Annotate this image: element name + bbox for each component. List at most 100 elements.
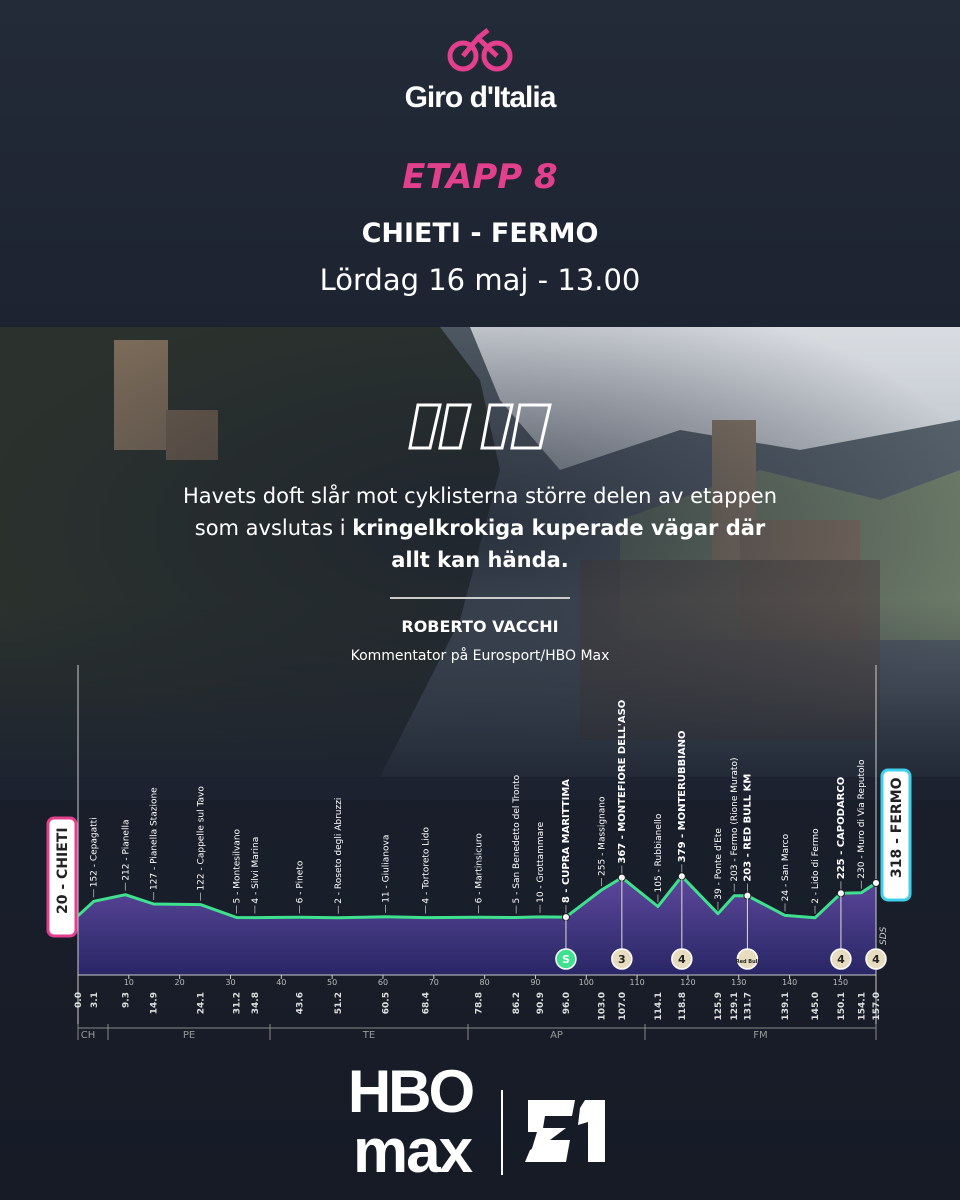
zone-label: AP: [550, 1030, 563, 1041]
zone-label: PE: [183, 1030, 195, 1041]
zone-label: CH: [81, 1030, 96, 1041]
km-label: 125.9: [714, 992, 724, 1020]
quote: Havets doft slår mot cyklisterna större …: [180, 480, 780, 576]
badge: [830, 948, 852, 970]
quote-role: Kommentator på Eurosport/HBO Max: [351, 647, 610, 664]
giro-logo-icon: [447, 28, 513, 72]
waypoint-label: 5 - Montesilvano: [233, 828, 243, 903]
badge: [736, 948, 759, 970]
km-label: 9.3: [121, 992, 131, 1008]
date: Lördag 16 maj - 13.00: [320, 263, 641, 297]
km-label: 118.8: [678, 992, 688, 1020]
zone-label: TE: [362, 1030, 375, 1041]
logo-text: Giro d'Italia: [405, 81, 557, 114]
km-label: 34.8: [251, 992, 261, 1014]
x-tick-label: 50: [327, 978, 337, 987]
waypoint-label: 4 - Tortoreto Lido: [422, 826, 432, 903]
x-tick-label: 30: [225, 978, 235, 987]
badge-label: 4: [837, 953, 845, 966]
start-box: [46, 816, 78, 938]
km-label: 51.2: [334, 992, 344, 1014]
waypoint-label: 122 - Cappelle sul Tavo: [196, 786, 206, 891]
badge-label: 4: [872, 953, 880, 966]
zone-label: FM: [753, 1030, 767, 1041]
km-label: 68.4: [422, 992, 432, 1014]
quote-box: Havets doft slår mot cyklisterna större …: [180, 480, 780, 576]
x-tick-label: 90: [530, 978, 540, 987]
waypoint-label: 203 - Fermo (Rione Murato): [730, 758, 740, 882]
km-label: 24.1: [196, 992, 206, 1014]
waypoint-label: 10 - Grottammare: [536, 821, 546, 903]
waypoint-label: 105 - Rubbianello: [654, 813, 664, 892]
badge: [865, 948, 887, 970]
waypoint-label: 379 - MONTERUBBIANO: [677, 730, 688, 862]
max-logo: max: [353, 1117, 474, 1186]
x-tick-label: 150: [833, 978, 848, 987]
quote-highlight: kringelkrokiga kuperade vägar där allt k…: [352, 516, 766, 572]
x-tick-label: 110: [629, 978, 644, 987]
km-label: 78.8: [475, 992, 485, 1014]
waypoint-label: 11 - Giulianova: [382, 835, 392, 903]
waypoint-label: 230 - Muro di Via Reputolo: [857, 759, 867, 879]
quote-icon: [408, 403, 552, 450]
km-label: 139.1: [781, 992, 791, 1020]
badge-label: S: [562, 953, 570, 966]
route: CHIETI - FERMO: [362, 218, 599, 249]
km-label: 103.0: [598, 992, 608, 1020]
stage-title: ETAPP 8: [402, 157, 557, 197]
x-tick-label: 70: [429, 978, 439, 987]
km-label: 31.2: [233, 992, 243, 1014]
waypoint-label: 6 - Martinsicuro: [475, 833, 485, 904]
badge: [671, 948, 693, 970]
waypoint-label: 152 - Cepagatti: [90, 817, 100, 887]
km-label: 3.1: [90, 992, 100, 1008]
badge: [611, 948, 633, 970]
x-tick-label: 80: [480, 978, 490, 987]
waypoint-label: 24 - San Marco: [781, 833, 791, 901]
landscape-photo: [0, 327, 960, 800]
waypoint-label: 8 - CUPRA MARITTIMA: [561, 779, 572, 903]
note: SDS: [879, 926, 889, 945]
km-label: 90.9: [536, 992, 546, 1014]
waypoint-label: 39 - Ponte d'Ete: [714, 828, 724, 900]
hbo-logo: HBO: [348, 1058, 474, 1125]
km-label: 0.0: [74, 992, 84, 1008]
finish-box: [880, 768, 912, 902]
waypoint-label: 367 - MONTEFIORE DELL'ASO: [617, 700, 628, 864]
waypoint-label: 5 - San Benedetto del Tronto: [512, 774, 522, 903]
km-label: 129.1: [730, 992, 740, 1020]
stage-profile: 10 20 30 40 50 60 70 80 90 100 110 120 130 140 150 0.0 2…: [46, 665, 912, 1041]
profile-line: [76, 874, 877, 920]
x-tick-label: 40: [276, 978, 286, 987]
waypoint-label: 2 - Roseto degli Abruzzi: [334, 798, 344, 904]
waypoint-label: 212 - Pianella: [121, 820, 131, 881]
badge: [555, 948, 577, 970]
km-label: 114.1: [654, 992, 664, 1020]
eurosport-logo: [525, 1100, 605, 1162]
km-label: 131.7: [743, 992, 753, 1020]
km-label: 107.0: [618, 992, 628, 1020]
km-label: 145.0: [811, 992, 821, 1020]
start-label: 20 - CHIETI: [55, 827, 71, 914]
badge-label: 4: [678, 953, 686, 966]
waypoint-label: 127 - Pianella Stazione: [150, 787, 160, 890]
km-label: 14.9: [150, 992, 160, 1014]
finish-label: 318 - FERMO: [889, 777, 905, 878]
km-label: 60.5: [382, 992, 392, 1014]
badge-label: 3: [618, 953, 626, 966]
waypoint-label: 255 - Massignano: [598, 796, 608, 876]
waypoint-label: 225 - CAPODARCO: [836, 777, 847, 879]
km-label: 86.2: [512, 992, 522, 1014]
waypoint-label: 2 - Lido di Fermo: [811, 828, 821, 904]
km-label: 157.0: [872, 992, 882, 1020]
waypoint-label: 6 - Pineto: [296, 860, 306, 903]
x-tick-label: 140: [782, 978, 797, 987]
x-tick-label: 130: [731, 978, 746, 987]
km-label: 150.1: [837, 992, 847, 1020]
badge-label: Red Bull: [736, 959, 760, 965]
quote-author: ROBERTO VACCHI: [401, 617, 558, 636]
x-tick-label: 10: [124, 978, 134, 987]
x-tick-label: 60: [378, 978, 388, 987]
